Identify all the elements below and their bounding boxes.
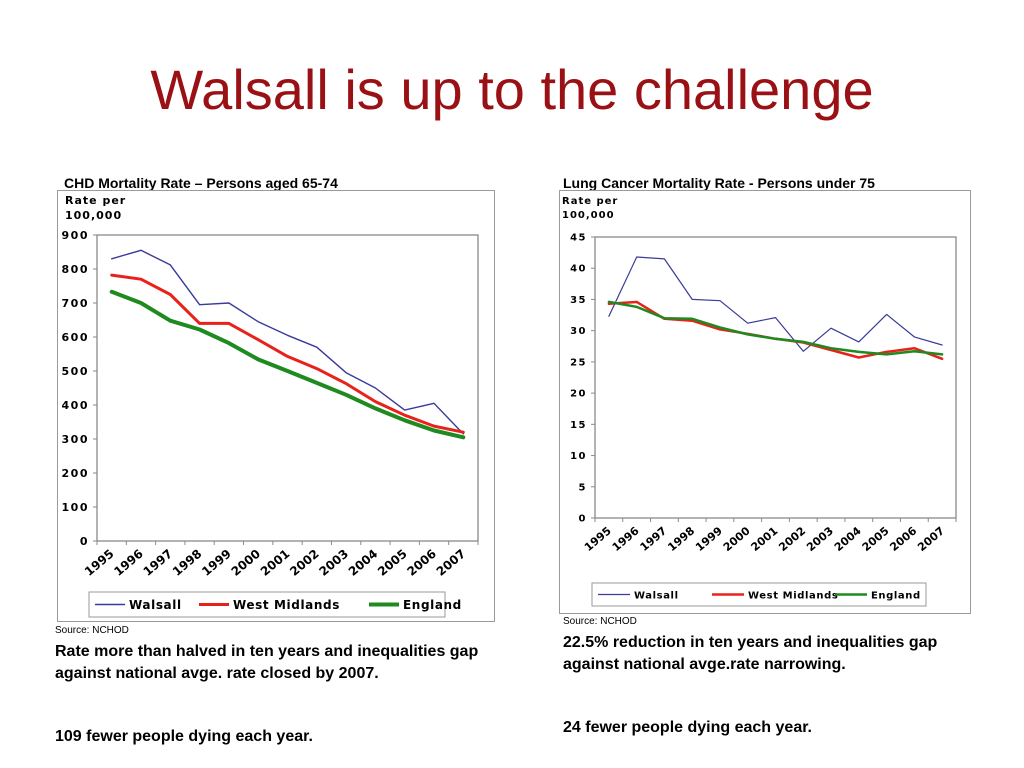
chd-legend-label-walsall: Walsall xyxy=(129,598,182,612)
chd-y-tick-label: 900 xyxy=(62,229,89,242)
lung-y-tick-label: 0 xyxy=(579,514,587,525)
lung-y-axis-label-line1: Rate per xyxy=(562,196,618,207)
chd-chart-heading: CHD Mortality Rate – Persons aged 65-74 xyxy=(64,175,338,191)
chd-y-tick-label: 600 xyxy=(62,331,89,344)
chd-y-tick-label: 300 xyxy=(62,433,89,446)
chd-caption: Rate more than halved in ten years and i… xyxy=(55,643,479,682)
chd-y-tick-label: 700 xyxy=(62,297,89,310)
chd-y-tick-label: 400 xyxy=(62,399,89,412)
lung-y-tick-label: 25 xyxy=(570,357,587,368)
lung-plot-area xyxy=(594,236,957,519)
lung-y-tick-label: 20 xyxy=(570,389,587,400)
lung-y-tick-label: 15 xyxy=(570,420,587,431)
chd-footnote: 109 fewer people dying each year. xyxy=(55,728,313,745)
lung-cancer-caption: 22.5% reduction in ten years and inequal… xyxy=(563,634,938,673)
lung-chart-frame xyxy=(559,190,971,614)
chd-y-tick-label: 500 xyxy=(62,365,89,378)
lung-y-tick-label: 40 xyxy=(570,264,587,275)
lung-y-axis-label-line2: 100,000 xyxy=(562,210,615,221)
lung-legend-label-walsall: Walsall xyxy=(634,590,679,601)
chd-legend-label-west-midlands: West Midlands xyxy=(233,598,340,612)
lung-series-line-walsall xyxy=(608,256,943,352)
lung-legend xyxy=(591,582,927,607)
chd-y-axis-label-line2: 100,000 xyxy=(65,209,122,222)
lung-legend-label-england: England xyxy=(871,590,921,601)
chd-y-axis-label-line1: Rate per xyxy=(65,194,126,207)
slide-title: Walsall is up to the challenge xyxy=(150,58,874,121)
chd-mortality-chart: Rate per 100,000 0 100 200 300 400 500 600 700 800… xyxy=(57,190,495,622)
lung-cancer-source-note: Source: NCHOD xyxy=(563,616,637,627)
lung-cancer-chart-heading: Lung Cancer Mortality Rate - Persons und… xyxy=(563,175,875,191)
chd-y-tick-label: 100 xyxy=(62,501,89,514)
lung-y-tick-label: 35 xyxy=(570,295,587,306)
chd-series-line-west-midlands xyxy=(110,273,465,434)
chd-y-tick-label: 800 xyxy=(62,263,89,276)
lung-y-tick-label: 30 xyxy=(570,326,587,337)
lung-series-line-england xyxy=(607,300,944,356)
lung-y-tick-label: 5 xyxy=(579,482,587,493)
lung-cancer-mortality-chart: Rate per100,0000510152025303540451995199… xyxy=(559,190,971,614)
chd-legend-label-england: England xyxy=(403,598,462,612)
chd-source-note: Source: NCHOD xyxy=(55,625,129,636)
chd-y-tick-label: 200 xyxy=(62,467,89,480)
chd-series-line-walsall xyxy=(111,249,464,435)
chd-plot-area xyxy=(96,234,479,542)
lung-legend-label-west-midlands: West Midlands xyxy=(748,590,838,601)
chd-series-line-england xyxy=(109,289,466,440)
chd-y-tick-label: 0 xyxy=(80,535,89,548)
lung-y-tick-label: 10 xyxy=(570,451,587,462)
lung-y-tick-label: 45 xyxy=(570,233,587,244)
lung-cancer-footnote: 24 fewer people dying each year. xyxy=(563,719,812,736)
